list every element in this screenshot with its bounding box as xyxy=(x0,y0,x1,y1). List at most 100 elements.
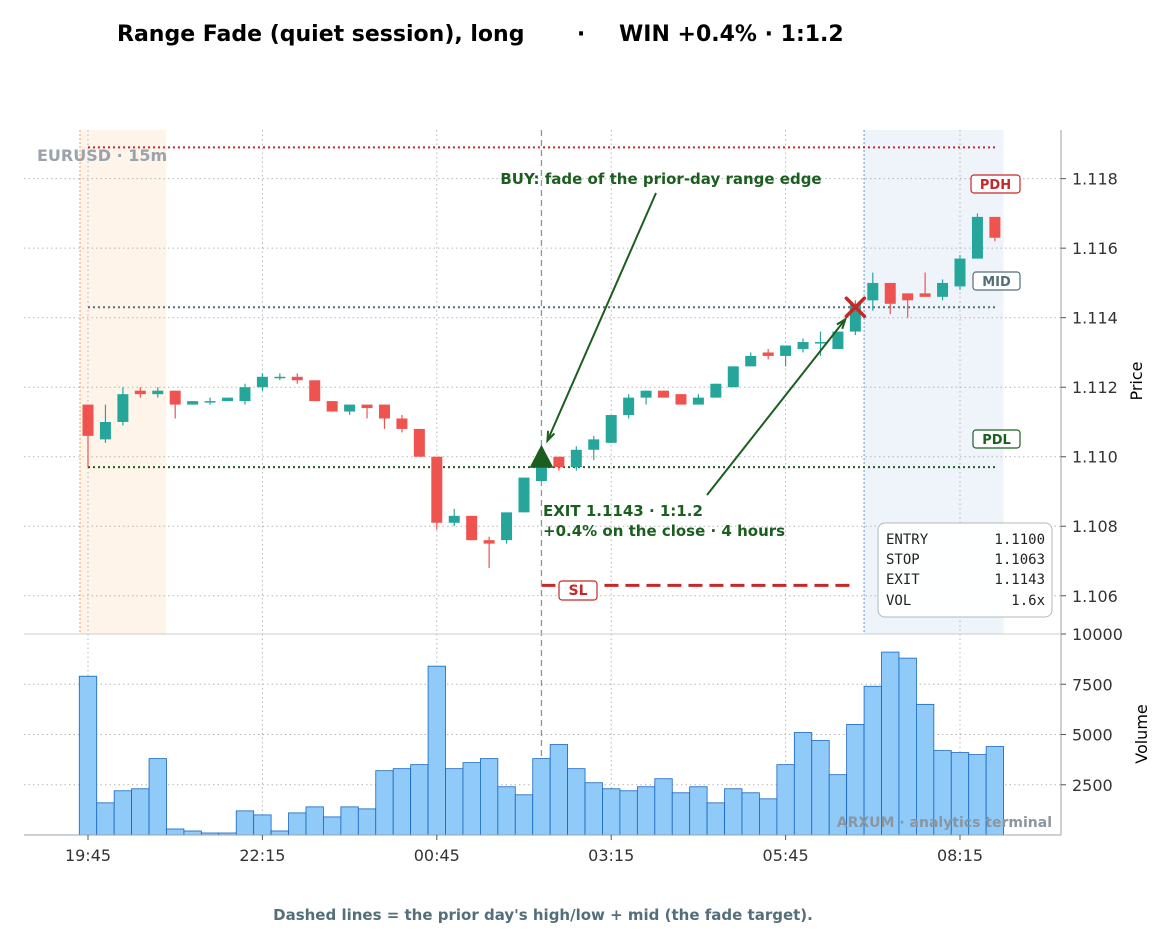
candle-body xyxy=(762,352,774,356)
volume-bar xyxy=(863,685,882,836)
exit-arrow-head xyxy=(836,316,848,330)
chart-title-setup: Range Fade (quiet session), long xyxy=(117,22,524,47)
buy-arrow-head xyxy=(546,430,556,444)
candle-body xyxy=(134,390,146,395)
volume-bar xyxy=(131,788,150,836)
price-tick-label: 1.112 xyxy=(1072,378,1118,397)
volume-axis-label: Volume xyxy=(1132,704,1151,764)
volume-bar xyxy=(288,812,307,836)
trade-entry-value: 1.1100 xyxy=(994,532,1045,548)
volume-bar xyxy=(567,768,586,836)
candle-body xyxy=(378,404,390,419)
trade-entry-label: ENTRY xyxy=(886,532,929,548)
axes: 1.106 1.108 1.110 1.112 1.114 1.116 1.118 2500 5… xyxy=(24,130,1123,865)
trade-vol-value: 1.6x xyxy=(1011,593,1045,609)
time-tick-label: 00:45 xyxy=(414,846,460,865)
volume-bar xyxy=(392,768,412,836)
volume-bar xyxy=(410,764,429,836)
volume-bar xyxy=(166,828,185,836)
candle-body xyxy=(971,216,983,259)
trade-stop-value: 1.1063 xyxy=(994,552,1045,568)
volume-bar xyxy=(724,788,743,836)
volume-bar xyxy=(113,790,133,836)
volume-bar xyxy=(584,782,603,836)
candle-body xyxy=(588,439,600,450)
volume-series xyxy=(78,651,1004,836)
volume-bar xyxy=(96,802,115,836)
price-tick-label: 1.106 xyxy=(1072,587,1118,606)
candle-body xyxy=(256,376,268,388)
footer-note: Dashed lines = the prior day's high/low … xyxy=(273,906,813,924)
volume-bar xyxy=(898,657,917,836)
svg-text:PDL: PDL xyxy=(982,433,1011,448)
volume-tick-label: 10000 xyxy=(1072,625,1123,644)
volume-bar xyxy=(305,806,324,836)
volume-bar xyxy=(741,792,760,836)
candle-body xyxy=(187,401,199,405)
candle-body xyxy=(326,401,338,412)
exit-arrow xyxy=(706,318,847,496)
svg-text:MID: MID xyxy=(982,275,1011,290)
trade-markers xyxy=(529,192,867,496)
pdl-tag: PDL xyxy=(972,429,1021,449)
time-tick-label: 19:45 xyxy=(65,846,111,865)
svg-text:PDH: PDH xyxy=(980,178,1011,193)
trade-vol-label: VOL xyxy=(886,593,911,609)
volume-bar xyxy=(462,762,481,836)
candle-body xyxy=(274,376,286,379)
candle-body xyxy=(169,390,181,405)
volume-bar xyxy=(375,770,394,836)
candle-body xyxy=(396,418,408,429)
candle-body xyxy=(658,390,670,398)
volume-bar xyxy=(811,740,830,836)
candle-body xyxy=(501,512,513,541)
candle-body xyxy=(797,342,809,349)
candle-body xyxy=(152,390,164,395)
candle-body xyxy=(902,293,914,301)
volume-bar xyxy=(636,786,656,836)
candle-body xyxy=(535,456,547,482)
candle-body xyxy=(780,345,792,356)
candle-body xyxy=(727,366,739,388)
candle-body xyxy=(413,428,425,457)
candle-body xyxy=(222,397,234,402)
volume-bar xyxy=(706,802,725,836)
volume-bar xyxy=(357,808,377,836)
candle-body xyxy=(483,540,495,544)
candle-body xyxy=(570,449,582,468)
candle-body xyxy=(204,401,216,403)
volume-bar xyxy=(532,758,551,836)
buy-annotation: BUY: fade of the prior-day range edge xyxy=(500,170,821,188)
candle-body xyxy=(675,394,687,405)
volume-tick-label: 7500 xyxy=(1072,675,1113,694)
chart-title-result: WIN +0.4% · 1:1.2 xyxy=(619,22,844,47)
volume-bar xyxy=(549,744,568,836)
candle-body xyxy=(431,456,443,523)
symbol-label: EURUSD · 15m xyxy=(37,146,167,165)
price-tick-label: 1.108 xyxy=(1072,517,1118,536)
pre-session-band xyxy=(80,130,167,634)
volume-bar xyxy=(183,830,202,836)
candle-body xyxy=(814,342,826,344)
price-tick-label: 1.118 xyxy=(1072,170,1118,189)
volume-tick-label: 2500 xyxy=(1072,776,1113,795)
trade-stop-label: STOP xyxy=(886,552,920,568)
candle-body xyxy=(937,282,949,297)
volume-bar xyxy=(148,758,167,836)
candlestick-series xyxy=(82,213,1001,568)
volume-bar xyxy=(654,778,673,836)
volume-bar xyxy=(602,788,621,836)
time-tick-label: 08:15 xyxy=(937,846,983,865)
volume-bar xyxy=(619,790,638,836)
volume-bar xyxy=(253,814,272,836)
volume-bar xyxy=(323,816,342,836)
candle-body xyxy=(919,293,931,297)
candle-body xyxy=(309,380,321,402)
candle-body xyxy=(605,415,617,443)
candle-body xyxy=(117,394,129,422)
trade-exit-value: 1.1143 xyxy=(994,572,1045,588)
volume-tick-label: 5000 xyxy=(1072,726,1113,745)
candle-body xyxy=(239,387,251,402)
candle-body xyxy=(623,397,635,416)
candle-body xyxy=(466,515,478,541)
